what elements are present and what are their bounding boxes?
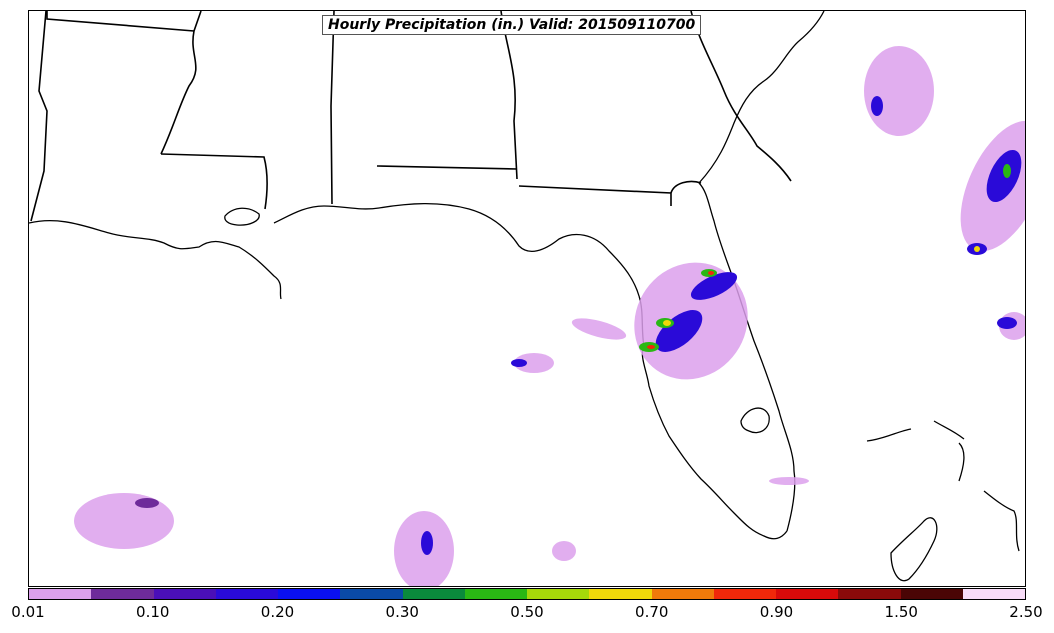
precip-colorbar [28, 588, 1026, 600]
colorbar-tick-label: 0.10 [136, 603, 170, 621]
colorbar-segment [215, 589, 278, 599]
colorbar-segment [589, 589, 652, 599]
precip-light [74, 46, 1025, 586]
boundary-la-ms-south [160, 153, 268, 210]
colorbar-segment [962, 589, 1025, 599]
colorbar-tick-label: 0.50 [510, 603, 544, 621]
boundary-al-ga [500, 11, 518, 180]
lake-pontchartrain [224, 207, 260, 226]
colorbar-segment [776, 589, 839, 599]
coast-fl-east [698, 182, 796, 532]
colorbar-segment [900, 589, 963, 599]
colorbar-segment [340, 589, 403, 599]
coast-atlantic [698, 11, 825, 184]
boundary-la-ms [160, 11, 202, 155]
boundary-ga-sc [690, 11, 792, 182]
colorbar-segment [153, 589, 216, 599]
colorbar-segment [402, 589, 465, 599]
cuba-coast [890, 490, 1020, 582]
colorbar-tick-label: 0.30 [385, 603, 419, 621]
bahamas-islands [866, 420, 965, 482]
colorbar-segment [651, 589, 714, 599]
colorbar-segment [464, 589, 527, 599]
precip-moderate [135, 96, 1022, 555]
map-canvas [29, 11, 1025, 586]
colorbar-segment [278, 589, 341, 599]
boundary-ms-al [330, 11, 335, 205]
colorbar-tick-label: 1.50 [884, 603, 918, 621]
colorbar-tick-label: 0.90 [759, 603, 794, 621]
boundary-al-fl [376, 165, 518, 170]
colorbar-tick-label: 0.01 [11, 603, 45, 621]
colorbar-segment [91, 589, 154, 599]
map-title: Hourly Precipitation (in.) Valid: 201509… [322, 15, 702, 35]
boundary-west-la [30, 11, 48, 222]
boundary-la-ar [46, 11, 195, 32]
colorbar-segment [527, 589, 590, 599]
map-panel [28, 10, 1026, 587]
coast-gulf-north [29, 202, 640, 300]
colorbar-tick-label: 0.20 [260, 603, 295, 621]
colorbar-tick-label: 2.50 [1009, 603, 1043, 621]
state-boundaries [30, 11, 792, 222]
precip-heavy [639, 164, 1011, 352]
lake-okeechobee [740, 407, 770, 434]
colorbar-segment [838, 589, 901, 599]
boundary-ga-fl [518, 180, 702, 206]
colorbar-segment [713, 589, 776, 599]
colorbar-tick-label: 0.70 [635, 603, 669, 621]
colorbar-segment [29, 589, 92, 599]
